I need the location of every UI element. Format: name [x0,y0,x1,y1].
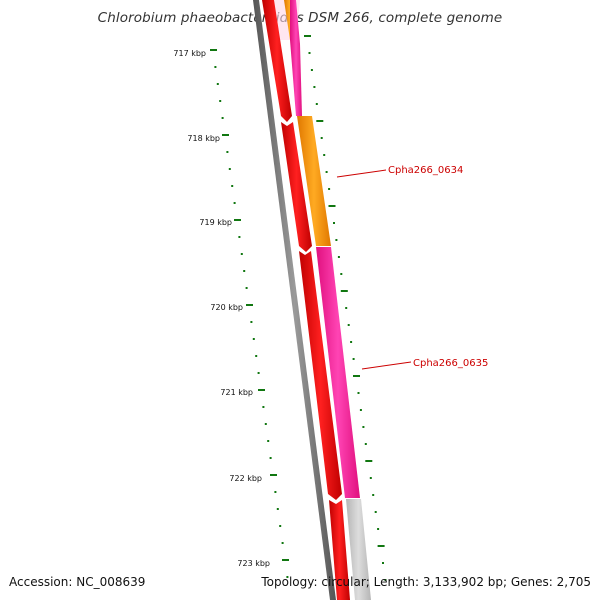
inner-minor-tick [221,117,224,119]
inner-major-tick [234,219,241,221]
inner-minor-tick [269,457,272,459]
outer-minor-tick [364,443,367,445]
inner-minor-tick [262,406,265,408]
inner-major-tick [270,474,277,476]
gene-cpha266-0635[interactable] [316,247,360,498]
gene-reverse-3[interactable] [299,251,342,500]
tick-labels: 717 kbp 718 kbp 719 kbp 720 kbp 721 kbp … [173,49,270,568]
inner-major-tick [258,389,265,391]
outer-minor-tick [359,409,362,411]
outer-minor-tick [313,86,316,88]
outer-minor-tick [362,426,365,428]
inner-minor-tick [286,576,289,578]
inner-minor-tick [240,253,243,255]
tick-label-721: 721 kbp [220,388,253,397]
gene-grey-bottom[interactable] [346,499,371,600]
tick-label-720: 720 kbp [210,303,243,312]
inner-minor-tick [243,270,246,272]
outer-minor-tick [382,562,384,564]
outer-major-tick [328,205,336,207]
tick-label-719: 719 kbp [199,218,232,227]
tick-marks [210,35,387,581]
gene-reverse-2[interactable] [281,122,312,252]
inner-minor-tick [216,83,219,85]
inner-minor-tick [245,287,248,289]
inner-major-tick [210,49,217,51]
inner-minor-tick [231,185,234,187]
inner-minor-tick [255,355,258,357]
outer-minor-tick [352,358,355,360]
callout-line-0634 [336,169,387,178]
inner-minor-tick [250,321,253,323]
gene-label-0634[interactable]: Cpha266_0634 [388,165,463,176]
callout-line-0635 [361,361,412,370]
outer-major-tick [365,460,373,462]
inner-minor-tick [257,372,260,374]
tick-label-718: 718 kbp [187,134,220,143]
outer-major-tick [377,545,385,547]
outer-minor-tick [333,222,335,224]
outer-minor-tick [337,256,340,258]
inner-minor-tick [264,423,267,425]
outer-minor-tick [369,477,372,479]
outer-minor-tick [372,494,375,496]
outer-minor-tick [374,511,377,513]
outer-major-tick [316,120,324,122]
gene-pink-top[interactable] [290,0,302,116]
inner-major-tick [282,559,289,561]
map-title: Chlorobium phaeobacteroides DSM 266, com… [97,10,503,26]
outer-minor-tick [328,188,331,190]
outer-minor-tick [335,239,338,241]
gene-cpha266-0634[interactable] [297,116,331,246]
inner-minor-tick [252,338,255,340]
outer-minor-tick [340,273,343,275]
tick-label-717: 717 kbp [173,49,206,58]
inner-minor-tick [214,66,217,68]
outer-minor-tick [384,579,387,581]
outer-minor-tick [308,52,311,54]
inner-major-tick [246,304,253,306]
outer-minor-tick [325,171,328,173]
tick-label-723: 723 kbp [237,559,270,568]
gene-label-0635[interactable]: Cpha266_0635 [413,358,488,369]
outer-major-tick [353,375,360,377]
inner-major-tick [222,134,229,136]
inner-minor-tick [274,491,277,493]
outer-minor-tick [320,137,323,139]
outer-minor-tick [377,528,380,530]
gene-reverse-1[interactable] [262,0,292,122]
inner-minor-tick [279,525,282,527]
outer-minor-tick [310,69,313,71]
inner-minor-tick [281,542,284,544]
inner-minor-tick [219,100,222,102]
outer-major-tick [340,290,348,292]
inner-minor-tick [233,202,236,204]
tick-label-722: 722 kbp [229,474,262,483]
outer-minor-tick [350,341,353,343]
outer-minor-tick [347,324,350,326]
outer-major-tick [304,35,311,37]
accession-text: Accession: NC_008639 [9,575,146,589]
outer-minor-tick [357,392,360,394]
outer-minor-tick [315,103,318,105]
inner-minor-tick [228,168,231,170]
gene-reverse-4[interactable] [329,500,350,600]
inner-minor-tick [238,236,241,238]
inner-minor-tick [267,440,270,442]
inner-minor-tick [276,508,279,510]
genome-summary-text: Topology: circular; Length: 3,133,902 bp… [261,575,591,589]
outer-minor-tick [323,154,326,156]
inner-minor-tick [226,151,229,153]
backbone-track [253,0,336,600]
outer-minor-tick [345,307,348,309]
